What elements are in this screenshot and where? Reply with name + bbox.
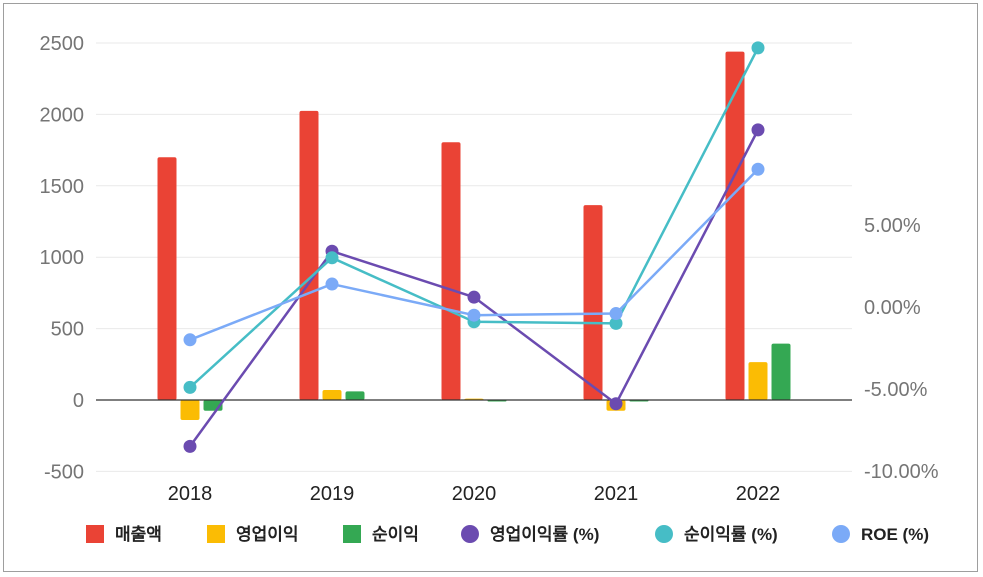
legend-label: 매출액 [115, 525, 162, 544]
bar [771, 343, 791, 400]
left-tick-label: 0 [73, 390, 84, 412]
series-lines [183, 41, 765, 453]
legend: 매출액 영업이익 순이익 영업이익률 (%) 순이익률 (%) ROE (%) [86, 525, 929, 544]
legend-swatch [832, 525, 850, 543]
bar [748, 362, 768, 400]
data-point [609, 397, 623, 411]
legend-item: 매출액 [86, 525, 162, 544]
bars [157, 51, 791, 420]
x-tick-label: 2020 [452, 483, 497, 505]
legend-label: 영업이익 [236, 525, 299, 544]
data-point [325, 277, 339, 291]
legend-item: 영업이익 [207, 525, 299, 544]
left-tick-label: -500 [44, 461, 84, 483]
left-axis-ticks: 2500 2000 1500 1000 500 0 -500 [40, 33, 85, 483]
right-axis-ticks: 5.00% 0.00% -5.00% -10.00% [864, 215, 939, 483]
data-point [751, 123, 765, 137]
legend-item: 순이익률 (%) [655, 525, 778, 544]
legend-label: 순이익률 (%) [684, 525, 778, 544]
data-point [183, 439, 197, 453]
legend-swatch [461, 525, 479, 543]
left-tick-label: 500 [51, 319, 84, 341]
x-axis-ticks: 2018 2019 2020 2021 2022 [168, 483, 781, 505]
bar [345, 391, 365, 400]
data-point [467, 308, 481, 322]
right-tick-label: -10.00% [864, 461, 939, 483]
legend-swatch [343, 525, 361, 543]
legend-swatch [86, 525, 104, 543]
right-tick-label: -5.00% [864, 379, 928, 401]
legend-swatch [207, 525, 225, 543]
x-tick-label: 2019 [310, 483, 355, 505]
series-line [189, 47, 760, 389]
legend-label: 영업이익률 (%) [490, 525, 599, 544]
legend-item: 영업이익률 (%) [461, 525, 599, 544]
left-tick-label: 2500 [40, 33, 85, 55]
right-tick-label: 0.00% [864, 297, 921, 319]
left-tick-label: 1500 [40, 176, 85, 198]
bar [180, 400, 200, 420]
bar [157, 157, 177, 400]
bar [725, 51, 745, 401]
data-point [751, 162, 765, 176]
data-point [467, 290, 481, 304]
x-tick-label: 2018 [168, 483, 213, 505]
bar [322, 390, 342, 400]
legend-item: ROE (%) [832, 525, 929, 544]
data-point [609, 316, 623, 330]
data-point [609, 307, 623, 321]
data-point [751, 41, 765, 55]
legend-label: 순이익 [372, 525, 419, 544]
data-point [183, 380, 197, 394]
bar [299, 110, 319, 400]
left-tick-label: 2000 [40, 104, 85, 126]
bar [441, 142, 461, 400]
left-tick-label: 1000 [40, 247, 85, 269]
data-point [325, 251, 339, 265]
legend-swatch [655, 525, 673, 543]
right-tick-label: 5.00% [864, 215, 921, 237]
bar [583, 205, 603, 400]
x-tick-label: 2022 [736, 483, 781, 505]
legend-label: ROE (%) [861, 525, 929, 544]
legend-item: 순이익 [343, 525, 419, 544]
x-tick-label: 2021 [594, 483, 639, 505]
data-point [183, 333, 197, 347]
